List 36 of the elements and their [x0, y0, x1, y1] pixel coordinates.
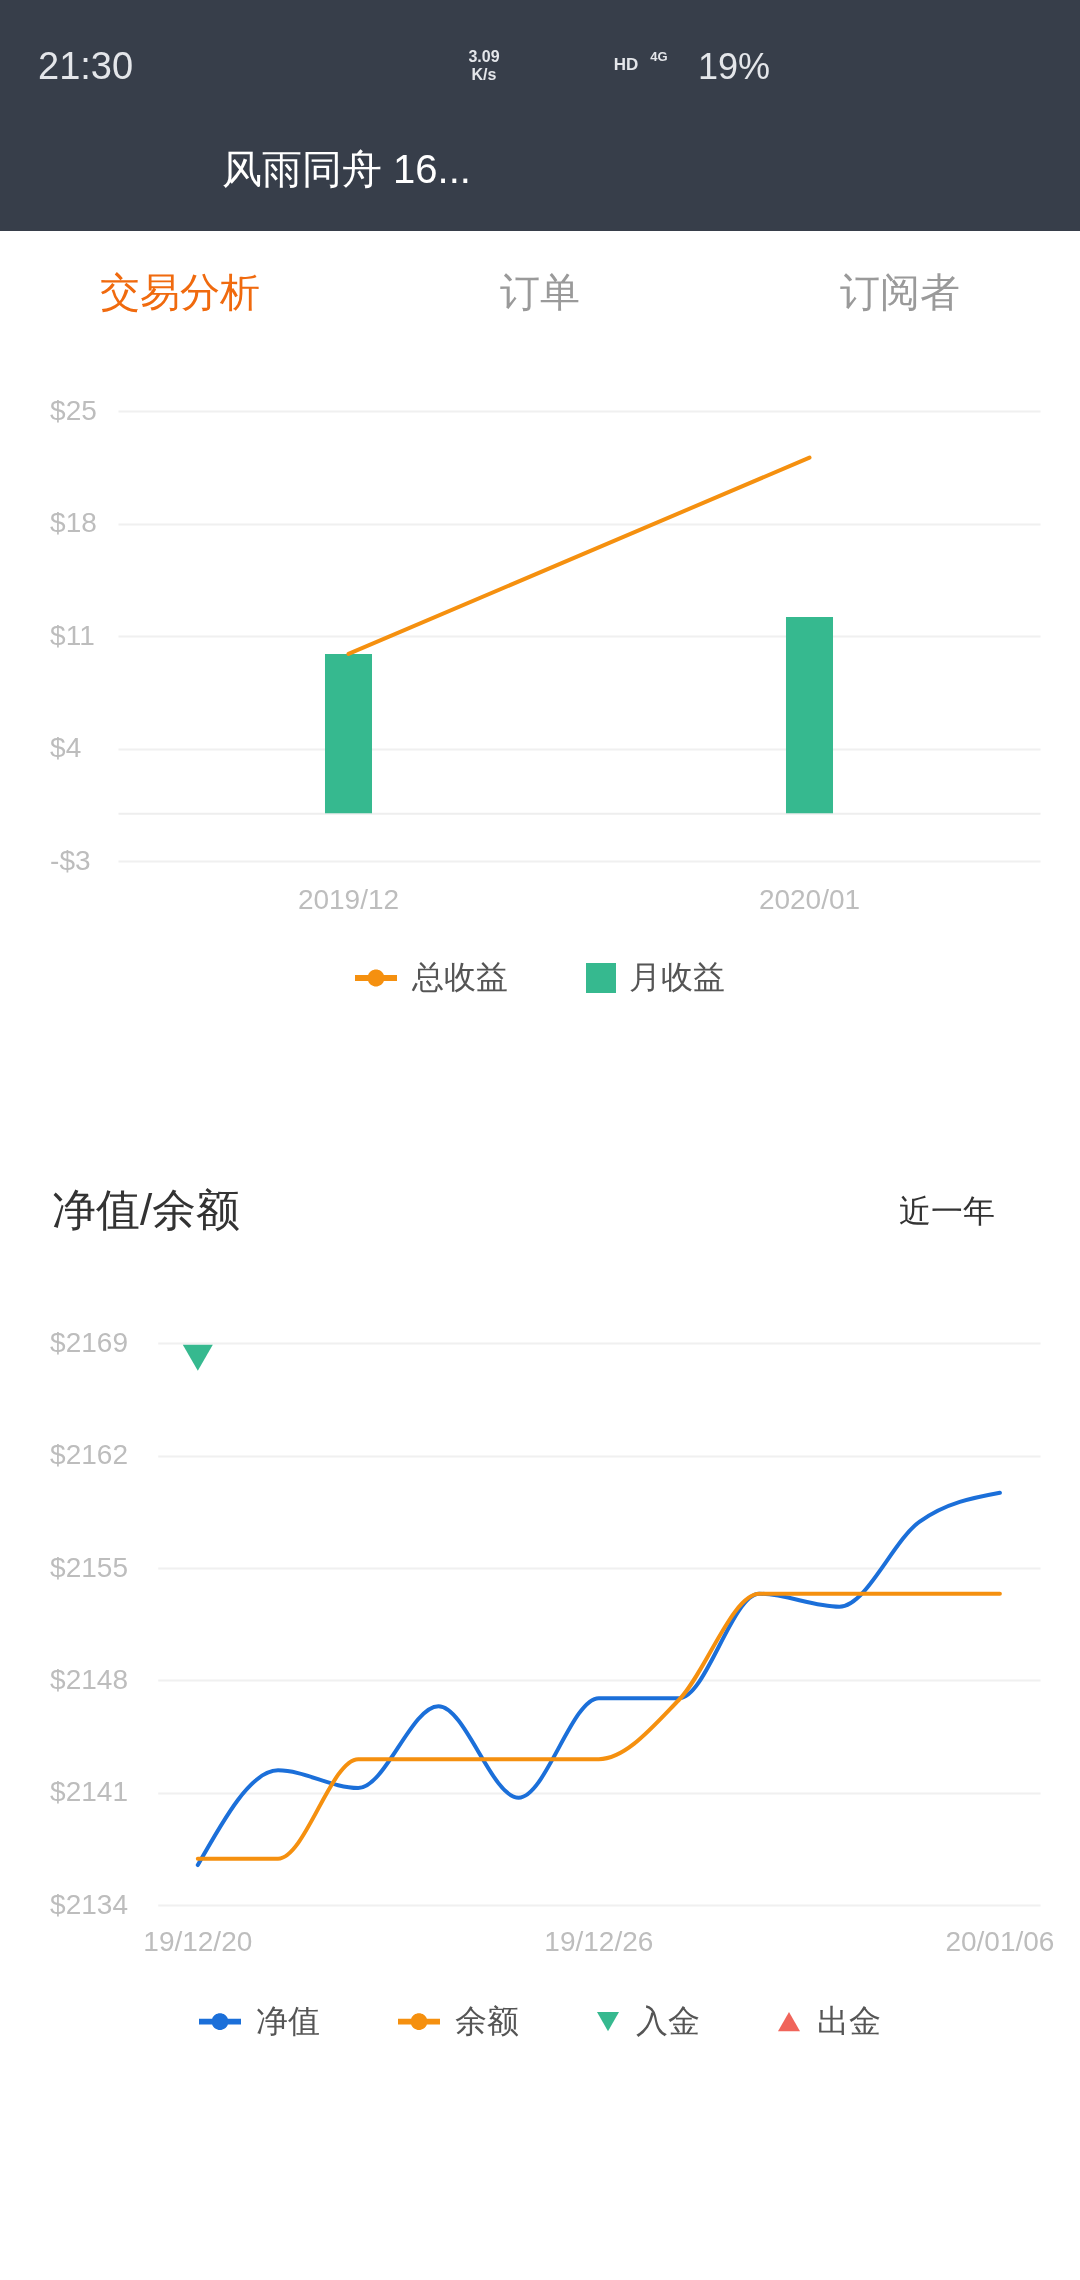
- text: 订单: [500, 270, 580, 314]
- legend-label: 月收益: [629, 959, 725, 995]
- y-tick-label: $18: [50, 507, 97, 539]
- text: 21:30: [38, 45, 134, 87]
- text: 近一年: [899, 1193, 995, 1230]
- y-tick-label: $25: [50, 394, 97, 426]
- text: 交易分析: [100, 270, 260, 314]
- y-tick-label: $4: [50, 732, 82, 764]
- legend-label: 入金: [636, 2002, 700, 2039]
- y-tick-label: $2162: [50, 1439, 128, 1471]
- text: 风雨同舟 16...: [222, 147, 471, 191]
- line-series: [195, 1591, 1002, 1861]
- text: 19%: [698, 46, 771, 87]
- y-tick-label: $2134: [50, 1888, 128, 1920]
- line-series: [195, 1490, 1002, 1868]
- y-tick-label: $2155: [50, 1551, 128, 1583]
- y-tick-label: $2148: [50, 1663, 128, 1695]
- legend-label: 净值: [256, 2002, 320, 2039]
- x-tick-label: 2019/12: [297, 883, 400, 915]
- text: 4G: [650, 49, 668, 64]
- x-tick-label: 2020/01: [758, 883, 861, 915]
- text: K/s: [471, 66, 497, 83]
- legend-label: 总收益: [411, 959, 508, 995]
- x-tick-label: 20/01/06: [945, 1925, 1055, 1957]
- y-tick-label: $11: [50, 619, 95, 651]
- text: HD: [613, 55, 639, 74]
- legend-label: 余额: [455, 2002, 519, 2039]
- y-tick-label: -$3: [50, 844, 91, 876]
- text: 订阅者: [840, 270, 960, 314]
- y-tick-label: $2169: [50, 1326, 128, 1358]
- text: 3.09: [468, 48, 500, 65]
- x-tick-label: 19/12/26: [544, 1925, 654, 1957]
- y-tick-label: $2141: [50, 1776, 128, 1808]
- legend-label: 出金: [817, 2002, 881, 2039]
- x-tick-label: 19/12/20: [143, 1925, 253, 1957]
- chart-title: 净值/余额: [52, 1185, 241, 1235]
